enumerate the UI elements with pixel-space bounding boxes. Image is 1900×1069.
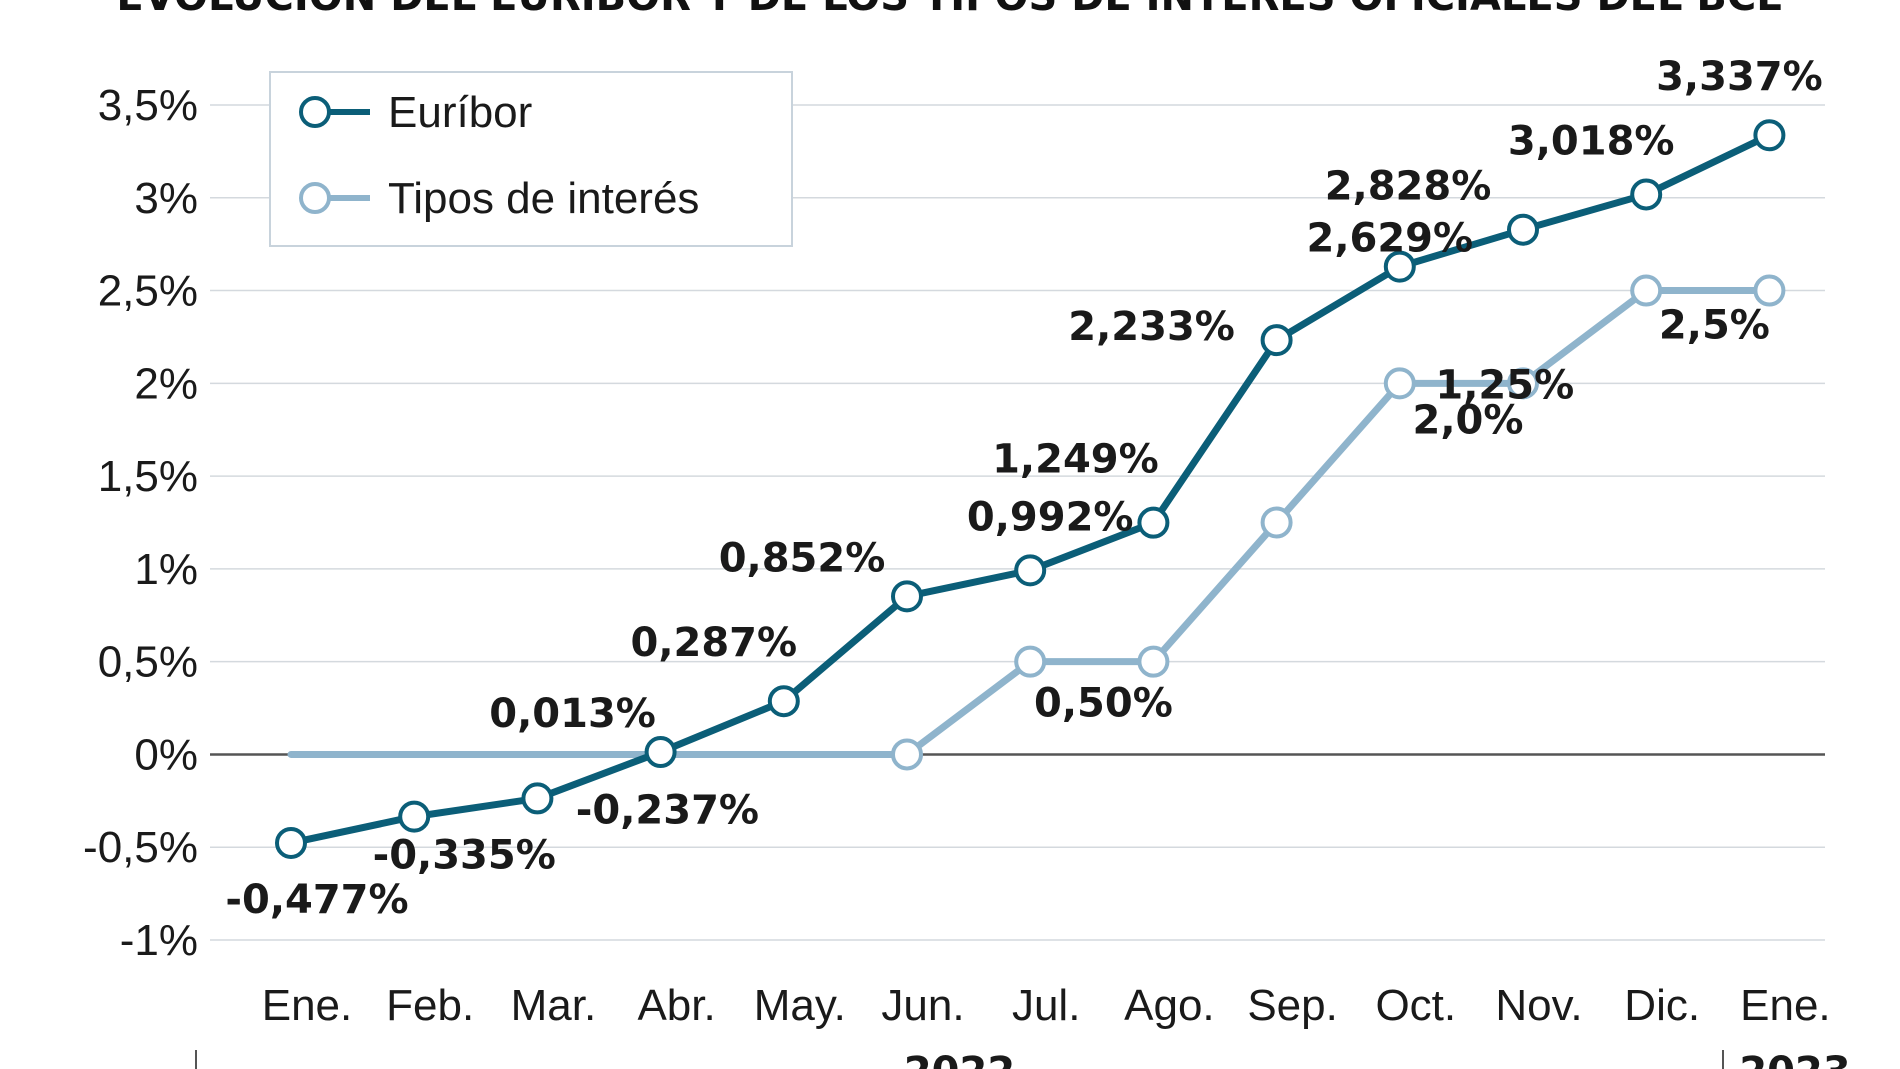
x-tick-label: Jul.	[1012, 981, 1080, 1030]
data-label: 0,287%	[630, 620, 797, 666]
y-tick-label: 1%	[134, 545, 198, 594]
data-point	[521, 782, 554, 815]
data-point	[1630, 274, 1663, 307]
data-label: 2,0%	[1413, 397, 1524, 443]
data-label: 1,25%	[1435, 362, 1574, 408]
y-tick-label: -0,5%	[83, 823, 198, 872]
x-tick-label: Ene.	[262, 981, 353, 1030]
data-point	[1383, 250, 1416, 283]
data-point	[1630, 178, 1663, 211]
data-point	[1507, 213, 1539, 246]
data-point	[1260, 506, 1293, 539]
data-label: -0,237%	[576, 787, 759, 833]
data-label: 2,828%	[1325, 164, 1492, 210]
legend-label-tipos: Tipos de interés	[388, 174, 699, 223]
data-point	[1137, 506, 1170, 539]
y-tick-label: 1,5%	[98, 452, 198, 501]
data-point	[1383, 367, 1416, 400]
x-tick-label: Mar.	[511, 981, 597, 1030]
data-point	[1260, 324, 1293, 357]
data-point	[1507, 367, 1539, 400]
data-point	[275, 826, 307, 859]
x-tick-label: May.	[754, 981, 846, 1030]
data-point	[398, 800, 431, 833]
x-tick-label: Abr.	[637, 981, 715, 1030]
x-tick-label: Ago.	[1124, 981, 1215, 1030]
data-label: 0,50%	[1034, 681, 1173, 727]
legend-box	[269, 71, 793, 247]
data-point	[1753, 119, 1786, 152]
data-point	[1014, 645, 1047, 678]
x-tick-label: Nov.	[1495, 981, 1582, 1030]
year-label: 2023	[1739, 1049, 1850, 1069]
data-label: 3,018%	[1508, 118, 1675, 164]
x-tick-label: Jun.	[881, 981, 964, 1030]
year-axis: 2022 2023	[195, 1049, 1851, 1069]
data-point	[644, 736, 677, 769]
legend-marker-tipos	[299, 182, 331, 214]
legend-label-euribor: Euríbor	[388, 88, 532, 137]
data-point	[767, 685, 800, 718]
data-label: 2,629%	[1306, 216, 1473, 262]
y-tick-label: 0%	[134, 730, 198, 779]
data-point	[1753, 274, 1786, 307]
data-labels: -0,477%-0,335% -0,237% 0,013% 0,287% 0,852% 0…	[225, 54, 1822, 923]
legend-marker-euribor	[299, 96, 331, 128]
y-tick-label: 3,5%	[98, 81, 198, 130]
data-label: 3,337%	[1656, 54, 1823, 100]
y-tick-label: -1%	[120, 916, 198, 965]
x-tick-label: Oct.	[1375, 981, 1456, 1030]
data-point	[891, 580, 923, 613]
y-tick-label: 2%	[134, 359, 198, 408]
chart-title: EVOLUCIÓN DEL EURÍBOR Y DE LOS TIPOS DE …	[116, 0, 1783, 20]
legend: Euríbor Tipos de interés	[269, 71, 793, 247]
data-label: 0,992%	[967, 494, 1134, 540]
x-axis: Ene. Feb. Mar. Abr. May. Jun. Jul. Ago. Sep. Oct.…	[262, 981, 1831, 1030]
y-axis: -1% -0,5% 0% 0,5% 1% 1,5% 2% 2,5% 3% 3,5%	[83, 81, 198, 965]
y-tick-label: 3%	[134, 174, 198, 223]
x-tick-label: Ene.	[1740, 981, 1831, 1030]
x-tick-label: Sep.	[1247, 981, 1338, 1030]
data-point	[1137, 645, 1170, 678]
x-tick-label: Dic.	[1624, 981, 1700, 1030]
year-label: 2022	[904, 1049, 1015, 1069]
data-label: -0,335%	[373, 833, 556, 879]
data-label: 1,249%	[992, 437, 1159, 483]
x-tick-label: Feb.	[386, 981, 474, 1030]
data-label: 2,5%	[1659, 303, 1770, 349]
y-tick-label: 0,5%	[98, 638, 198, 687]
series-layer	[275, 119, 1786, 859]
data-label: 2,233%	[1068, 304, 1235, 350]
data-point	[1014, 554, 1047, 587]
data-label: -0,477%	[225, 877, 408, 923]
data-label: 0,013%	[489, 691, 656, 737]
data-label: 0,852%	[719, 535, 886, 581]
data-point	[891, 738, 923, 771]
y-tick-label: 2,5%	[98, 267, 198, 316]
